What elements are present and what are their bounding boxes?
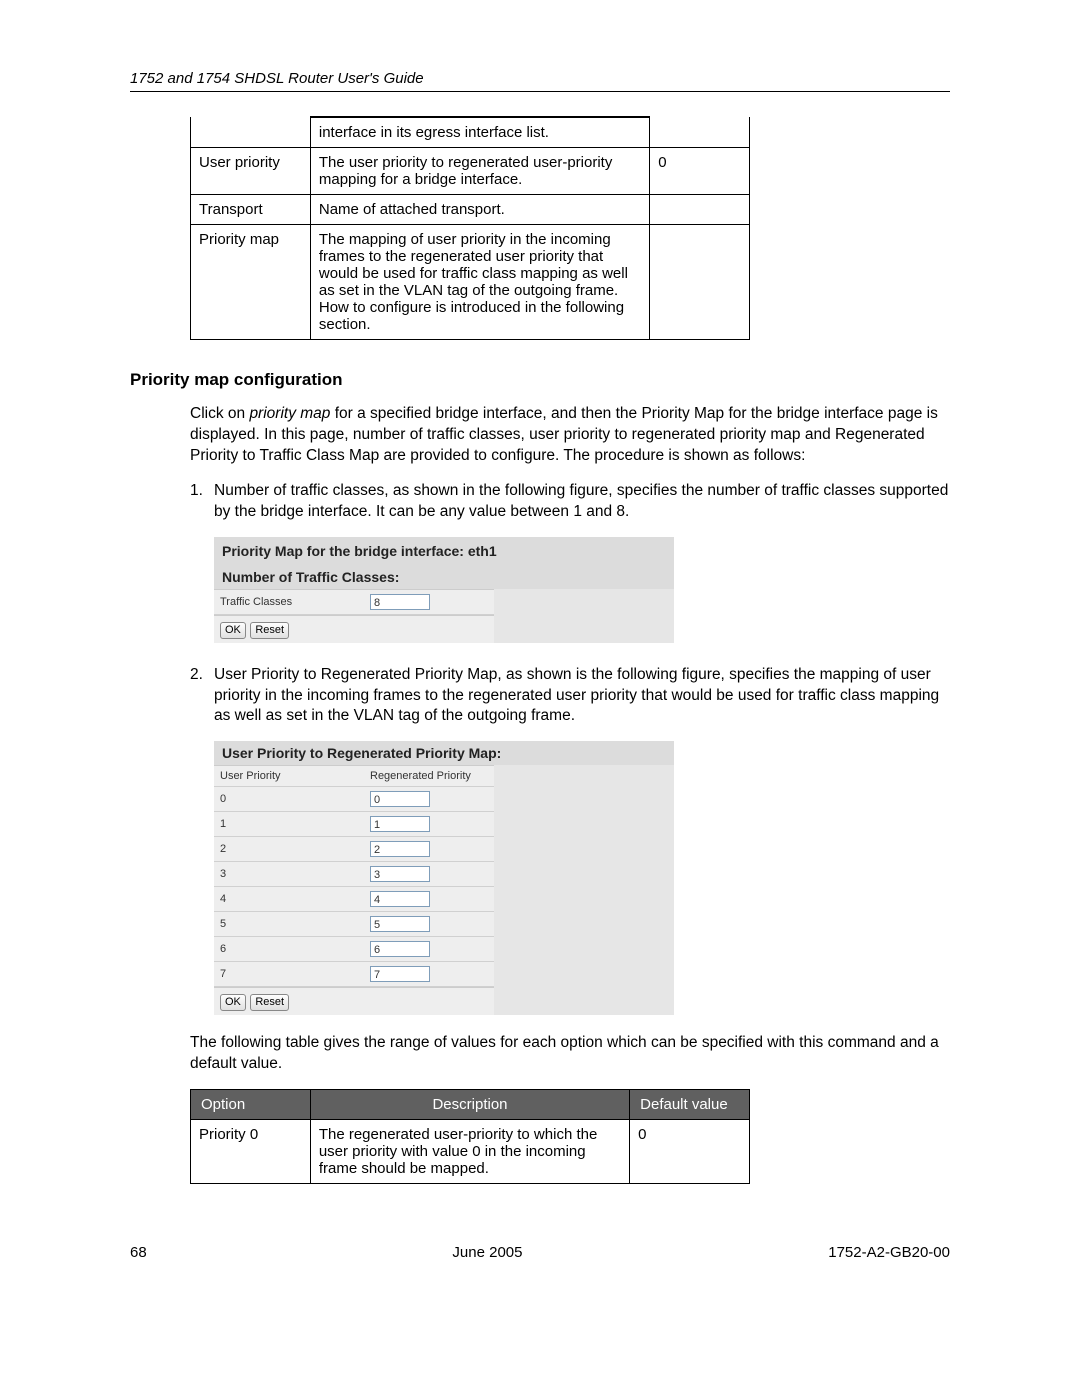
cell: The regenerated user-priority to which t… [310,1120,629,1184]
label: Traffic Classes [214,590,364,615]
cell: The user priority to regenerated user-pr… [310,148,649,195]
ok-button[interactable]: OK [220,622,246,639]
priority-map-panel: User Priority to Regenerated Priority Ma… [214,741,674,1015]
cell: 2 [214,837,364,862]
doc-number: 1752-A2-GB20-00 [828,1244,950,1261]
section-heading: Priority map configuration [130,370,950,390]
table-row: Transport Name of attached transport. [191,195,750,225]
cell: The mapping of user priority in the inco… [310,225,649,340]
cell [650,225,750,340]
regen-priority-input[interactable]: 6 [370,941,430,957]
range-paragraph: The following table gives the range of v… [190,1033,950,1075]
panel-title: Priority Map for the bridge interface: e… [214,537,674,565]
page-number: 68 [130,1244,147,1261]
cell: 1 [214,812,364,837]
cell: Priority 0 [191,1120,311,1184]
cell [191,117,311,148]
cell [650,117,750,148]
cell: 3 [214,862,364,887]
reset-button[interactable]: Reset [250,622,289,639]
reset-button[interactable]: Reset [250,994,289,1011]
regen-priority-input[interactable]: 5 [370,916,430,932]
page-footer: 68 June 2005 1752-A2-GB20-00 [130,1244,950,1261]
cell: Priority map [191,225,311,340]
step-2: 2. User Priority to Regenerated Priority… [190,665,950,728]
regen-priority-input[interactable]: 1 [370,816,430,832]
regen-priority-input[interactable]: 7 [370,966,430,982]
traffic-classes-panel: Priority Map for the bridge interface: e… [214,537,674,643]
ok-button[interactable]: OK [220,994,246,1011]
regen-priority-input[interactable]: 4 [370,891,430,907]
cell: 0 [214,787,364,812]
footer-date: June 2005 [452,1244,522,1261]
priority-options-table: Option Description Default value Priorit… [190,1089,750,1184]
column-header: Default value [630,1090,750,1120]
cell: 4 [214,887,364,912]
cell: 0 [630,1120,750,1184]
cell: User priority [191,148,311,195]
cell: 0 [650,148,750,195]
traffic-classes-input[interactable]: 8 [370,594,430,610]
cell: 6 [214,937,364,962]
step-1: 1. Number of traffic classes, as shown i… [190,481,950,523]
cell: 5 [214,912,364,937]
table-row: Priority 0 The regenerated user-priority… [191,1120,750,1184]
page-header: 1752 and 1754 SHDSL Router User's Guide [130,70,950,92]
column-header: Regenerated Priority [364,766,494,787]
panel-subtitle: Number of Traffic Classes: [214,565,674,589]
table-row: Priority map The mapping of user priorit… [191,225,750,340]
regen-priority-input[interactable]: 0 [370,791,430,807]
options-table-continuation: interface in its egress interface list. … [190,116,750,340]
cell: 7 [214,962,364,987]
column-header: Description [310,1090,629,1120]
cell: interface in its egress interface list. [310,117,649,148]
cell: Name of attached transport. [310,195,649,225]
panel-title: User Priority to Regenerated Priority Ma… [214,741,674,765]
table-row: interface in its egress interface list. [191,117,750,148]
column-header: Option [191,1090,311,1120]
table-row: User priority The user priority to regen… [191,148,750,195]
cell: Transport [191,195,311,225]
regen-priority-input[interactable]: 3 [370,866,430,882]
regen-priority-input[interactable]: 2 [370,841,430,857]
intro-paragraph: Click on priority map for a specified br… [190,404,950,467]
cell [650,195,750,225]
column-header: User Priority [214,766,364,787]
